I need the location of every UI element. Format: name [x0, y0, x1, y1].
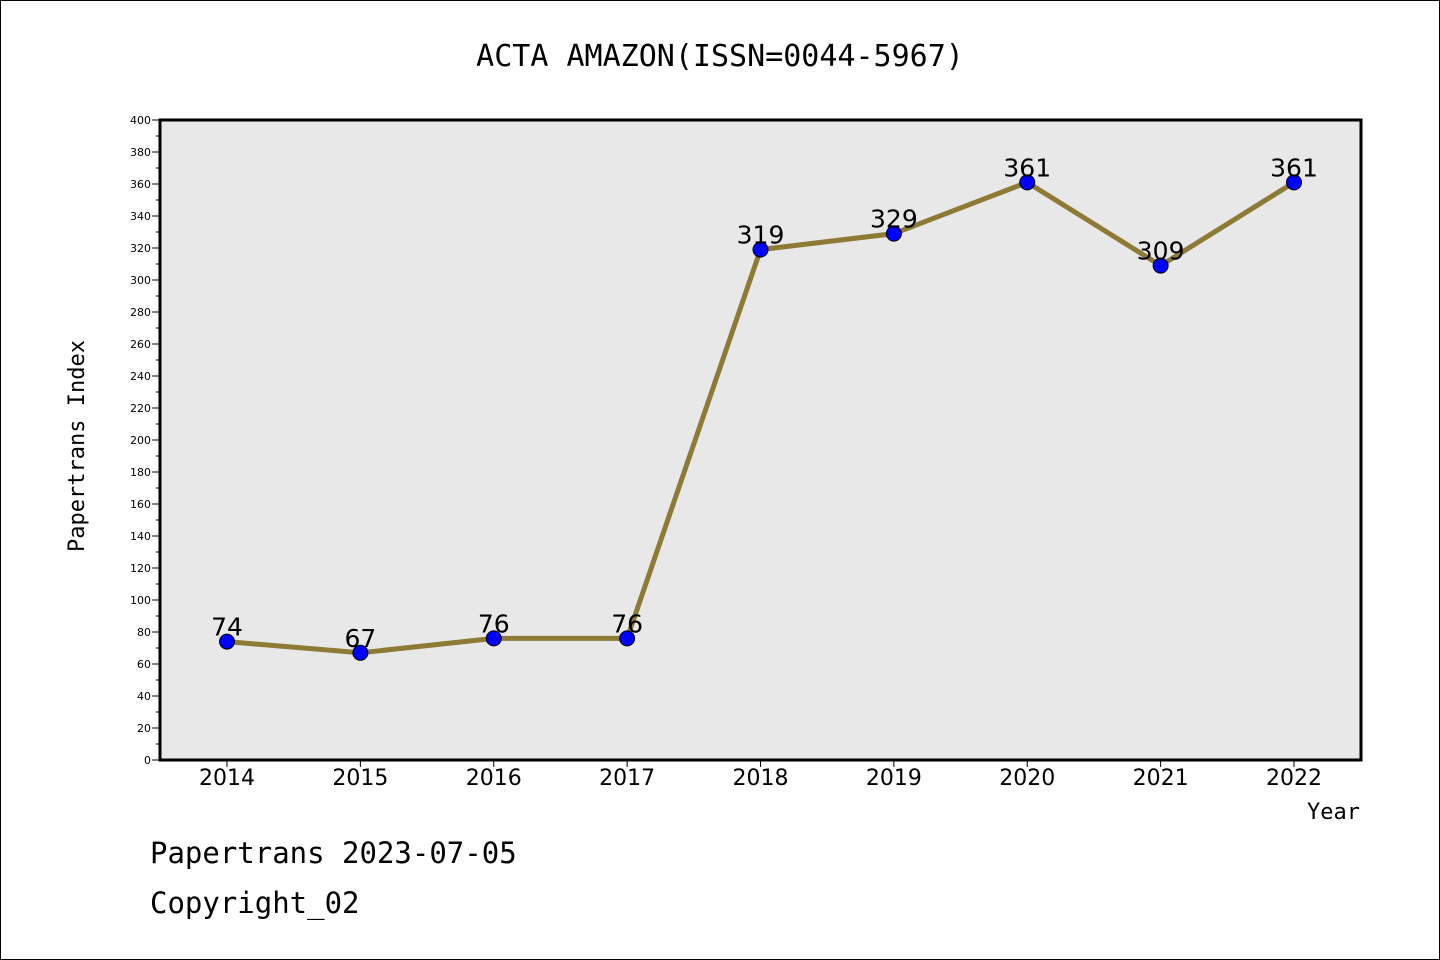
- y-tick-label: 400: [130, 114, 151, 127]
- y-tick-label: 120: [130, 562, 151, 575]
- x-tick-label: 2022: [1266, 766, 1322, 791]
- y-tick-label: 200: [130, 434, 151, 447]
- y-tick-label: 160: [130, 498, 151, 511]
- x-tick-label: 2021: [1133, 766, 1189, 791]
- x-tick-label: 2016: [466, 766, 522, 791]
- data-label: 309: [1137, 237, 1185, 266]
- series-markers: [219, 174, 1302, 661]
- data-label: 361: [1270, 153, 1318, 182]
- x-tick-label: 2014: [199, 766, 255, 791]
- y-axis-label: Papertrans Index: [65, 340, 90, 552]
- y-tick-label: 240: [130, 370, 151, 383]
- y-tick-label: 0: [144, 754, 151, 767]
- y-tick-label: 300: [130, 274, 151, 287]
- y-tick-label: 60: [137, 658, 151, 671]
- y-tick-label: 360: [130, 178, 151, 191]
- data-point: [1286, 174, 1302, 191]
- data-labels: 74 67 76 76 319 329 361 309 361: [211, 153, 1318, 652]
- x-tick-label: 2019: [866, 766, 922, 791]
- y-tick-label: 80: [137, 626, 151, 639]
- data-point: [485, 630, 502, 647]
- data-label: 76: [611, 609, 643, 638]
- y-tick-label: 100: [130, 594, 151, 607]
- data-point: [619, 630, 636, 647]
- data-label: 329: [870, 205, 918, 234]
- data-point: [1019, 174, 1036, 191]
- data-label: 74: [211, 613, 243, 642]
- y-tick-label: 220: [130, 402, 151, 415]
- y-tick-label: 140: [130, 530, 151, 543]
- data-point: [352, 644, 369, 661]
- data-point: [752, 241, 769, 258]
- data-point: [1152, 257, 1169, 274]
- x-tick-label: 2020: [999, 766, 1055, 791]
- x-tick-label: 2018: [733, 766, 789, 791]
- y-tick-label: 320: [130, 242, 151, 255]
- y-tick-label: 340: [130, 210, 151, 223]
- y-tick-label: 180: [130, 466, 151, 479]
- data-label: 76: [478, 609, 510, 638]
- y-tick-label: 20: [137, 722, 151, 735]
- x-tick-label: 2015: [332, 766, 388, 791]
- data-label: 319: [737, 221, 785, 250]
- plot-area: [158, 118, 1363, 762]
- x-axis-label: Year: [1307, 800, 1360, 825]
- x-axis: 2014 2015 2016 2017 2018 2019 2020 2021 2022: [199, 760, 1322, 791]
- y-tick-label: 40: [137, 690, 151, 703]
- footer-date-line: Papertrans 2023-07-05: [150, 836, 517, 870]
- data-label: 361: [1003, 153, 1051, 182]
- x-tick-label: 2017: [599, 766, 655, 791]
- data-label: 67: [344, 624, 376, 653]
- data-point: [885, 225, 902, 242]
- data-point: [219, 633, 235, 650]
- chart-title: ACTA AMAZON(ISSN=0044-5967): [476, 39, 964, 74]
- y-axis: 0 20 40 60 80 100 120 140 160 180 200 220 240 260 280 3…: [130, 114, 160, 767]
- footer-copyright-line: Copyright_02: [150, 886, 360, 920]
- y-tick-label: 380: [130, 146, 151, 159]
- y-tick-label: 260: [130, 338, 151, 351]
- y-tick-label: 280: [130, 306, 151, 319]
